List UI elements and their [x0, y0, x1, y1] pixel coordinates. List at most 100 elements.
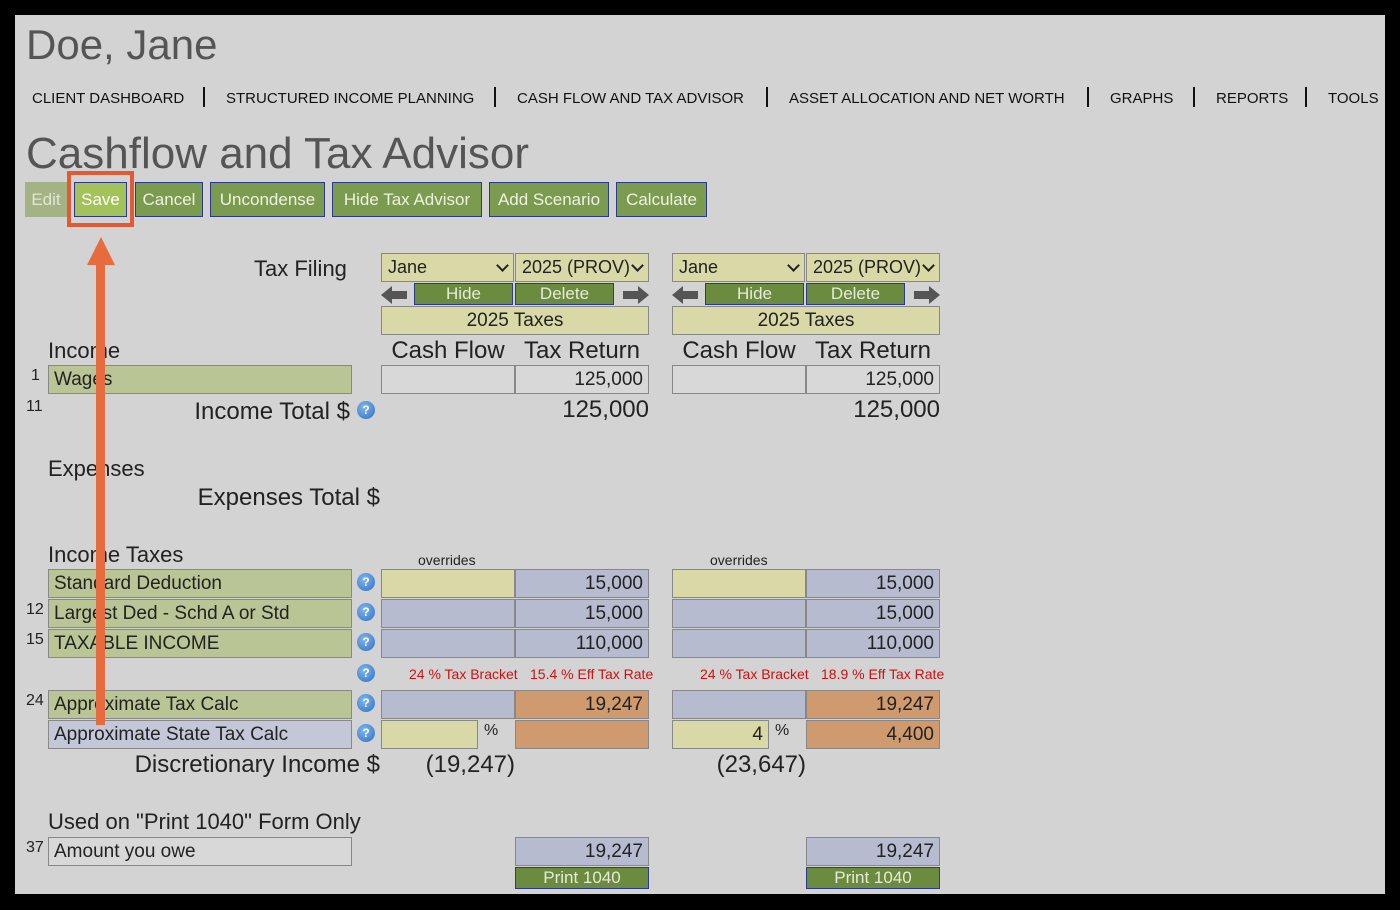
arrow-right-icon[interactable] [914, 285, 940, 305]
largest-deduction-label: Largest Ded - Schd A or Std [48, 599, 352, 628]
approximate-tax-label: Approximate Tax Calc [48, 690, 352, 719]
standard-deduction-label: Standard Deduction [48, 569, 352, 598]
year-select[interactable]: 2025 (PROV) [515, 253, 649, 282]
approximate-tax-cash-flow [672, 690, 806, 719]
nav-reports[interactable]: REPORTS [1216, 90, 1289, 107]
uncondense-button[interactable]: Uncondense [210, 182, 325, 217]
largest-deduction-value: 15,000 [806, 599, 940, 628]
wages-cash-flow-input[interactable] [672, 365, 806, 394]
effective-tax-rate-text: 15.4 % Eff Tax Rate [530, 666, 654, 682]
row-number: 24 [26, 692, 44, 709]
nav-separator [494, 87, 496, 107]
standard-deduction-value: 15,000 [806, 569, 940, 598]
tax-bracket-text: 24 % Tax Bracket [700, 666, 809, 682]
row-number: 15 [26, 631, 44, 648]
nav-cash-flow-tax-advisor[interactable]: CASH FLOW AND TAX ADVISOR [517, 90, 744, 107]
largest-deduction-cash-flow [672, 599, 806, 628]
save-button[interactable]: Save [74, 182, 127, 217]
save-highlight-box [67, 171, 134, 227]
chevron-down-icon [631, 258, 644, 272]
income-section-label: Income [48, 338, 121, 363]
nav-separator [1087, 87, 1089, 107]
income-total-label: Income Total $ [194, 398, 350, 425]
arrow-left-icon[interactable] [672, 285, 698, 305]
arrow-left-icon[interactable] [381, 285, 407, 305]
percent-symbol: % [775, 722, 790, 739]
year-select[interactable]: 2025 (PROV) [806, 253, 940, 282]
percent-symbol: % [484, 722, 499, 739]
nav-separator [1305, 87, 1307, 107]
income-total-value: 125,000 [853, 396, 940, 423]
help-icon[interactable]: ? [357, 603, 375, 621]
nav-separator [203, 87, 205, 107]
cash-flow-header: Cash Flow [682, 337, 796, 364]
amount-owe-label: Amount you owe [48, 837, 352, 866]
person-select[interactable]: Jane [381, 253, 514, 282]
help-icon[interactable]: ? [357, 664, 375, 682]
help-icon[interactable]: ? [357, 694, 375, 712]
arrow-up-icon [87, 237, 115, 265]
nav-client-dashboard[interactable]: CLIENT DASHBOARD [32, 90, 185, 107]
hide-tax-advisor-button[interactable]: Hide Tax Advisor [332, 182, 482, 217]
row-number: 1 [31, 367, 40, 384]
wages-tax-return-value[interactable]: 125,000 [806, 365, 940, 394]
effective-tax-rate-text: 18.9 % Eff Tax Rate [821, 666, 945, 682]
tax-bracket-text: 24 % Tax Bracket [409, 666, 518, 682]
help-icon[interactable]: ? [357, 724, 375, 742]
amount-owe-value: 19,247 [806, 837, 940, 866]
tax-return-header: Tax Return [814, 337, 932, 364]
standard-deduction-value: 15,000 [515, 569, 649, 598]
nav-graphs[interactable]: GRAPHS [1110, 90, 1174, 107]
wages-label: Wages [48, 365, 352, 394]
state-tax-percent-input[interactable] [381, 720, 478, 749]
person-select[interactable]: Jane [672, 253, 805, 282]
taxable-income-cash-flow [381, 629, 515, 658]
arrow-right-icon[interactable] [623, 285, 649, 305]
print-1040-button[interactable]: Print 1040 [806, 867, 940, 889]
largest-deduction-value: 15,000 [515, 599, 649, 628]
hide-scenario-button[interactable]: Hide [705, 283, 804, 305]
cash-flow-header: Cash Flow [391, 337, 505, 364]
delete-scenario-button[interactable]: Delete [515, 283, 614, 305]
cancel-button[interactable]: Cancel [135, 182, 203, 217]
row-number: 37 [26, 839, 44, 856]
add-scenario-button[interactable]: Add Scenario [489, 182, 609, 217]
wages-cash-flow-input[interactable] [381, 365, 515, 394]
chevron-down-icon [496, 258, 509, 272]
nav-separator [1193, 87, 1195, 107]
annotation-arrow-shaft [96, 265, 105, 725]
discretionary-income-value: (23,647) [716, 751, 806, 778]
year-label: 2025 Taxes [672, 306, 940, 335]
nav-structured-income-planning[interactable]: STRUCTURED INCOME PLANNING [226, 90, 475, 107]
edit-button[interactable]: Edit [25, 182, 67, 217]
delete-scenario-button[interactable]: Delete [806, 283, 905, 305]
state-tax-percent-input[interactable]: 4 [672, 720, 769, 749]
taxable-income-label: TAXABLE INCOME [48, 629, 352, 658]
state-tax-value: 4,400 [806, 720, 940, 749]
app-window: Doe, Jane CLIENT DASHBOARD STRUCTURED IN… [15, 15, 1385, 894]
taxable-income-value: 110,000 [515, 629, 649, 658]
expenses-total-label: Expenses Total $ [197, 484, 380, 511]
approximate-state-tax-label: Approximate State Tax Calc [48, 720, 352, 749]
help-icon[interactable]: ? [357, 573, 375, 591]
nav-tools[interactable]: TOOLS [1328, 90, 1379, 107]
hide-scenario-button[interactable]: Hide [414, 283, 513, 305]
standard-deduction-override-input[interactable] [672, 569, 806, 598]
client-name: Doe, Jane [26, 21, 218, 68]
wages-tax-return-value[interactable]: 125,000 [515, 365, 649, 394]
amount-owe-value: 19,247 [515, 837, 649, 866]
chevron-down-icon [787, 258, 800, 272]
tax-filing-label: Tax Filing [254, 256, 347, 281]
calculate-button[interactable]: Calculate [616, 182, 707, 217]
print-1040-button[interactable]: Print 1040 [515, 867, 649, 889]
approximate-tax-value: 19,247 [515, 690, 649, 719]
row-number: 12 [26, 601, 44, 618]
year-label: 2025 Taxes [381, 306, 649, 335]
discretionary-income-label: Discretionary Income $ [134, 751, 380, 778]
income-taxes-section-label: Income Taxes [48, 542, 184, 567]
largest-deduction-cash-flow [381, 599, 515, 628]
standard-deduction-override-input[interactable] [381, 569, 515, 598]
help-icon[interactable]: ? [357, 633, 375, 651]
help-icon[interactable]: ? [357, 401, 375, 419]
nav-asset-allocation[interactable]: ASSET ALLOCATION AND NET WORTH [789, 90, 1065, 107]
